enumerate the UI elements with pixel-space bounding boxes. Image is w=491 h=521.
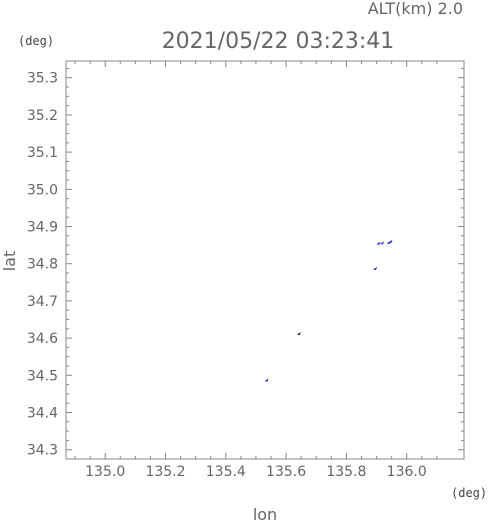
y-tick-label: 34.9 xyxy=(27,220,58,236)
y-tick-label: 35.0 xyxy=(27,182,58,198)
chart-title: 2021/05/22 03:23:41 xyxy=(162,29,395,54)
data-point xyxy=(373,267,378,271)
y-axis-label: lat xyxy=(0,251,19,272)
y-tick-label: 34.5 xyxy=(27,368,58,384)
y-tick-label: 35.1 xyxy=(27,145,58,161)
x-tick-label: 135.8 xyxy=(326,464,366,480)
x-unit-label: (deg) xyxy=(451,486,487,500)
x-tick-label: 135.4 xyxy=(206,464,246,480)
data-point xyxy=(376,241,381,245)
x-tick-label: 135.2 xyxy=(145,464,185,480)
y-unit-label: (deg) xyxy=(18,34,54,48)
x-axis-ticks: 135.0 135.2 135.4 135.6 135.8 136.0 xyxy=(74,61,438,480)
x-axis-label: lon xyxy=(253,505,277,521)
altitude-label: ALT(km) 2.0 xyxy=(368,0,463,18)
data-point xyxy=(379,241,384,245)
y-tick-label: 34.6 xyxy=(27,331,58,347)
data-point xyxy=(296,332,301,336)
y-tick-label: 34.7 xyxy=(27,294,58,310)
y-tick-label: 34.3 xyxy=(27,443,58,459)
y-tick-label: 34.8 xyxy=(27,257,58,273)
y-tick-label: 34.4 xyxy=(27,406,58,422)
y-axis-ticks: 34.3 34.4 34.5 34.6 34.7 34.8 34.9 35.0 35.1 35.2… xyxy=(27,67,464,459)
x-tick-label: 135.0 xyxy=(85,464,125,480)
plot-frame xyxy=(65,60,465,460)
y-tick-label: 35.2 xyxy=(27,108,58,124)
x-tick-label: 136.0 xyxy=(387,464,427,480)
y-tick-label: 35.3 xyxy=(27,71,58,87)
data-point xyxy=(264,378,269,382)
x-tick-label: 135.6 xyxy=(266,464,306,480)
data-points xyxy=(264,239,393,382)
data-point xyxy=(388,239,393,243)
